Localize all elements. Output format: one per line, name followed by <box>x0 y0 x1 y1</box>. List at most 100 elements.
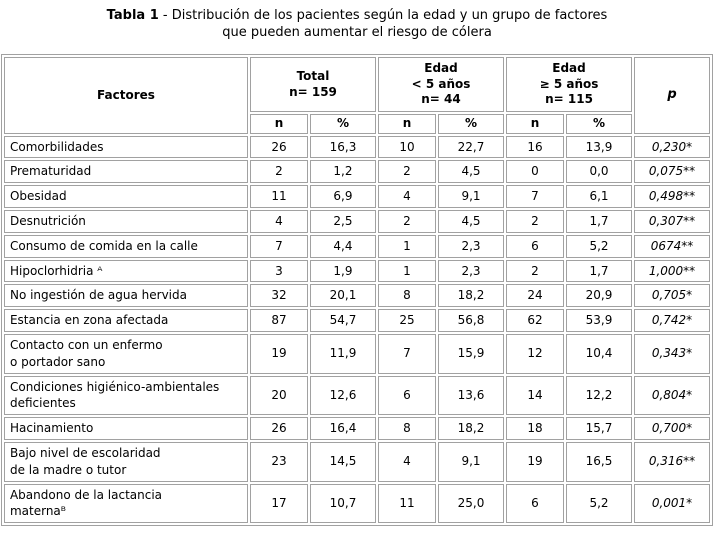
ge5-pct-cell: 5,2 <box>566 483 633 524</box>
total-n-cell: 23 <box>249 441 308 482</box>
total-pct-cell: 16,4 <box>309 417 376 440</box>
table-title: Tabla 1 - Distribución de los pacientes … <box>0 0 714 41</box>
ge5-pct-cell: 1,7 <box>566 259 633 283</box>
p-value-cell: 1,000** <box>634 259 711 283</box>
total-pct-cell: 16,3 <box>309 135 376 159</box>
ge5-pct-cell: 0,0 <box>566 160 633 184</box>
factor-cell: Obesidad <box>3 185 248 209</box>
total-pct-cell: 14,5 <box>309 441 376 482</box>
header-sub-row: n % n % n % <box>4 114 710 134</box>
table-row: Consumo de comida en la calle 7 4,4 1 2,… <box>3 234 711 258</box>
p-value-cell: 0,001* <box>634 483 711 524</box>
total-pct-cell: 54,7 <box>309 309 376 332</box>
ge5-pct-cell: 16,5 <box>566 441 633 482</box>
table-header: Factores Total n= 159 Edad < 5 años n= 4… <box>3 57 711 134</box>
factor-cell: Condiciones higiénico-ambientales defici… <box>3 375 248 416</box>
lt5-n-cell: 2 <box>377 160 436 184</box>
header-edad-lt5: Edad < 5 años n= 44 <box>377 57 504 113</box>
lt5-pct-cell: 18,2 <box>437 417 504 440</box>
lt5-n-cell: 8 <box>377 284 436 308</box>
header-ge5-pct: % <box>566 114 633 134</box>
header-edad-ge5: Edad ≥ 5 años n= 115 <box>506 57 633 113</box>
table-row: Prematuridad 2 1,2 2 4,5 0 0,0 0,075** <box>3 160 711 184</box>
factor-cell: No ingestión de agua hervida <box>3 284 248 308</box>
total-n-cell: 19 <box>249 334 308 374</box>
table-title-number: Tabla 1 <box>106 8 159 23</box>
table-row: Abandono de la lactancia maternaᴮ 17 10,… <box>3 483 711 524</box>
total-n-cell: 26 <box>249 135 308 159</box>
header-total-n: n <box>249 114 308 134</box>
ge5-n-cell: 18 <box>506 417 564 440</box>
total-pct-cell: 2,5 <box>309 210 376 233</box>
lt5-n-cell: 10 <box>377 135 436 159</box>
lt5-pct-cell: 13,6 <box>437 375 504 416</box>
table-row: Desnutrición 4 2,5 2 4,5 2 1,7 0,307** <box>3 210 711 233</box>
header-lt5-n: n <box>377 114 436 134</box>
header-total-pct: % <box>309 114 376 134</box>
ge5-pct-cell: 1,7 <box>566 210 633 233</box>
table-row: Estancia en zona afectada 87 54,7 25 56,… <box>3 309 711 332</box>
total-pct-cell: 1,9 <box>309 259 376 283</box>
p-value-cell: 0,316** <box>634 441 711 482</box>
total-pct-cell: 6,9 <box>309 185 376 209</box>
ge5-n-cell: 6 <box>506 483 564 524</box>
factor-cell: Abandono de la lactancia maternaᴮ <box>3 483 248 524</box>
total-pct-cell: 11,9 <box>309 334 376 374</box>
ge5-n-cell: 14 <box>506 375 564 416</box>
header-p: p <box>634 57 711 134</box>
ge5-n-cell: 24 <box>506 284 564 308</box>
lt5-n-cell: 1 <box>377 259 436 283</box>
p-value-cell: 0,742* <box>634 309 711 332</box>
lt5-pct-cell: 56,8 <box>437 309 504 332</box>
total-pct-cell: 4,4 <box>309 234 376 258</box>
lt5-pct-cell: 18,2 <box>437 284 504 308</box>
factor-cell: Prematuridad <box>3 160 248 184</box>
p-value-cell: 0,307** <box>634 210 711 233</box>
table-title-line2: que pueden aumentar el riesgo de cólera <box>222 24 492 40</box>
p-value-cell: 0,804* <box>634 375 711 416</box>
lt5-n-cell: 25 <box>377 309 436 332</box>
ge5-n-cell: 62 <box>506 309 564 332</box>
total-n-cell: 26 <box>249 417 308 440</box>
p-value-cell: 0674** <box>634 234 711 258</box>
ge5-n-cell: 7 <box>506 185 564 209</box>
factor-cell: Bajo nivel de escolaridad de la madre o … <box>3 441 248 482</box>
p-value-cell: 0,705* <box>634 284 711 308</box>
table-title-text: - Distribución de los pacientes según la… <box>158 8 608 23</box>
lt5-pct-cell: 2,3 <box>437 234 504 258</box>
ge5-n-cell: 16 <box>506 135 564 159</box>
lt5-n-cell: 6 <box>377 375 436 416</box>
factor-cell: Hipoclorhidria ᴬ <box>3 259 248 283</box>
lt5-pct-cell: 4,5 <box>437 160 504 184</box>
table-row: Comorbilidades 26 16,3 10 22,7 16 13,9 0… <box>3 135 711 159</box>
total-n-cell: 7 <box>249 234 308 258</box>
total-pct-cell: 12,6 <box>309 375 376 416</box>
ge5-pct-cell: 20,9 <box>566 284 633 308</box>
lt5-pct-cell: 25,0 <box>437 483 504 524</box>
table-row: Contacto con un enfermo o portador sano … <box>3 334 711 374</box>
table-row: Bajo nivel de escolaridad de la madre o … <box>3 441 711 482</box>
header-ge5-n: n <box>506 114 564 134</box>
factor-cell: Desnutrición <box>3 210 248 233</box>
p-value-cell: 0,075** <box>634 160 711 184</box>
ge5-pct-cell: 5,2 <box>566 234 633 258</box>
factors-table: Factores Total n= 159 Edad < 5 años n= 4… <box>0 54 714 527</box>
total-n-cell: 17 <box>249 483 308 524</box>
factor-cell: Hacinamiento <box>3 417 248 440</box>
ge5-pct-cell: 12,2 <box>566 375 633 416</box>
table-row: Obesidad 11 6,9 4 9,1 7 6,1 0,498** <box>3 185 711 209</box>
p-value-cell: 0,700* <box>634 417 711 440</box>
lt5-n-cell: 8 <box>377 417 436 440</box>
ge5-pct-cell: 53,9 <box>566 309 633 332</box>
ge5-n-cell: 12 <box>506 334 564 374</box>
lt5-pct-cell: 4,5 <box>437 210 504 233</box>
ge5-pct-cell: 6,1 <box>566 185 633 209</box>
factor-cell: Comorbilidades <box>3 135 248 159</box>
p-value-cell: 0,343* <box>634 334 711 374</box>
total-n-cell: 4 <box>249 210 308 233</box>
ge5-n-cell: 0 <box>506 160 564 184</box>
total-pct-cell: 1,2 <box>309 160 376 184</box>
lt5-pct-cell: 15,9 <box>437 334 504 374</box>
lt5-pct-cell: 2,3 <box>437 259 504 283</box>
total-n-cell: 87 <box>249 309 308 332</box>
